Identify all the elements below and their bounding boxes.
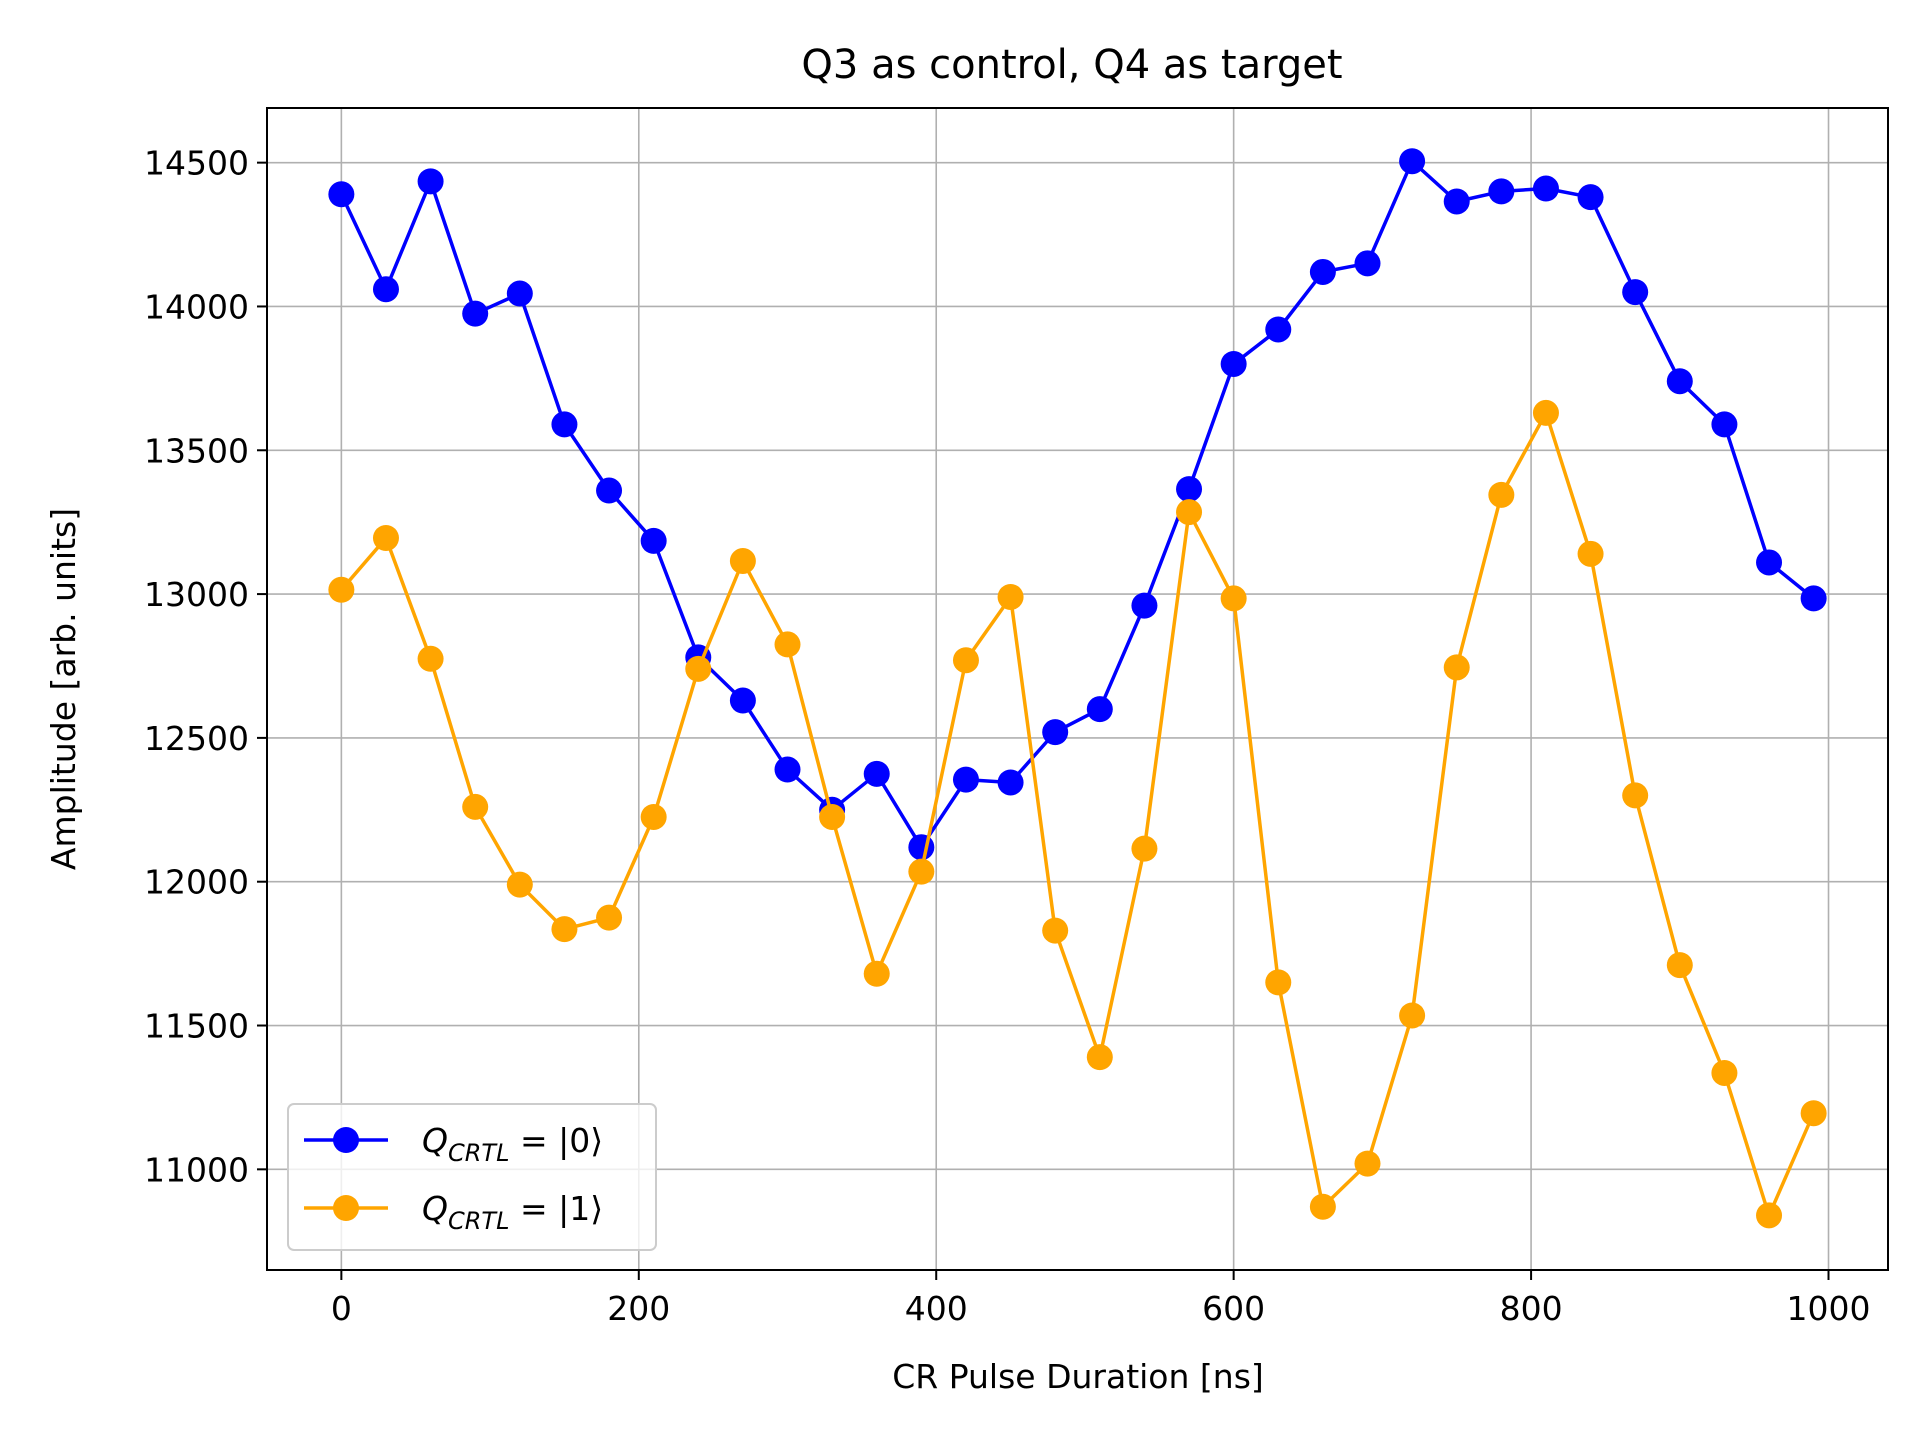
data-point [328,576,355,603]
grid [267,108,1888,1270]
series-line-1 [340,411,1816,1218]
data-point [729,687,756,714]
data-point [596,477,623,504]
data-point [640,803,667,830]
data-point [1666,952,1693,979]
data-point [417,645,444,672]
axis-ticks: 0 200 400 600 800 1000 11000 11500 12000 12500 130… [144,144,1870,1328]
data-point [1800,585,1827,612]
data-point [1622,279,1649,306]
data-point [1711,1059,1738,1086]
y-tick-label: 14000 [144,287,249,326]
data-point [1265,316,1292,343]
data-point [596,904,623,931]
data-point [1756,549,1783,576]
data-point [1399,148,1426,175]
data-point [1131,835,1158,862]
legend-marker-1 [333,1195,359,1221]
data-point [819,803,846,830]
data-point [1532,175,1559,202]
y-tick-label: 13000 [144,575,249,614]
data-point [640,527,667,554]
data-point [997,769,1024,796]
data-point [774,631,801,658]
data-point [908,834,935,861]
data-point [551,916,578,943]
data-point [1354,250,1381,277]
data-point [952,647,979,674]
data-point [462,300,489,327]
data-point [1666,368,1693,395]
data-point [1443,188,1470,215]
data-point [729,548,756,575]
data-point [1309,1193,1336,1220]
data-point [506,871,533,898]
y-tick-label: 12000 [144,863,249,902]
y-axis-label: Amplitude [arb. units] [44,508,83,870]
series-layer [328,148,1827,1229]
legend-marker-0 [333,1127,359,1153]
legend-label-1: QCRTL = |1⟩ [422,1189,603,1235]
data-point [863,760,890,787]
data-point [1131,592,1158,619]
data-point [506,280,533,307]
x-tick-label: 1000 [1787,1289,1871,1328]
x-tick-label: 400 [905,1289,968,1328]
x-tick-label: 800 [1500,1289,1563,1328]
data-point [1399,1002,1426,1029]
data-point [1577,540,1604,567]
data-point [685,655,712,682]
data-point [1309,258,1336,285]
series-0 [328,148,1827,861]
data-point [1042,719,1069,746]
data-point [462,793,489,820]
data-point [908,858,935,885]
data-point [372,276,399,303]
x-tick-label: 200 [607,1289,670,1328]
data-point [372,524,399,551]
data-point [1443,654,1470,681]
data-point [1488,178,1515,205]
series-line-0 [339,159,1815,849]
x-tick-label: 600 [1202,1289,1265,1328]
data-point [1622,782,1649,809]
data-point [417,168,444,195]
plot-frame [266,107,1889,1271]
data-point [1577,184,1604,211]
x-axis-label: CR Pulse Duration [ns] [892,1357,1264,1396]
data-point [1086,1044,1113,1071]
data-point [1800,1100,1827,1127]
data-point [1532,399,1559,426]
data-point [997,583,1024,610]
data-point [1756,1202,1783,1229]
y-tick-label: 13500 [144,431,249,470]
data-point [774,756,801,783]
x-tick-label: 0 [331,1289,352,1328]
data-point [1220,350,1247,377]
data-point [952,766,979,793]
data-point [1042,917,1069,944]
data-point [1711,411,1738,438]
y-tick-label: 11500 [144,1007,249,1046]
data-point [1086,696,1113,723]
data-point [1176,476,1203,503]
data-point [1265,969,1292,996]
data-point [328,181,355,208]
series-1 [328,399,1827,1229]
legend-label-0: QCRTL = |0⟩ [422,1121,603,1167]
y-tick-label: 11000 [144,1150,249,1189]
data-point [1176,499,1203,526]
y-tick-label: 14500 [144,144,249,183]
data-point [551,411,578,438]
legend: QCRTL = |0⟩ QCRTL = |1⟩ [287,1103,657,1251]
data-point [1488,481,1515,508]
data-point [1220,585,1247,612]
legend-entry-1: QCRTL = |1⟩ [304,1189,603,1235]
chart-title: Q3 as control, Q4 as target [801,42,1342,88]
legend-entry-0: QCRTL = |0⟩ [304,1121,603,1167]
data-point [1354,1150,1381,1177]
data-point [863,960,890,987]
y-tick-label: 12500 [144,719,249,758]
